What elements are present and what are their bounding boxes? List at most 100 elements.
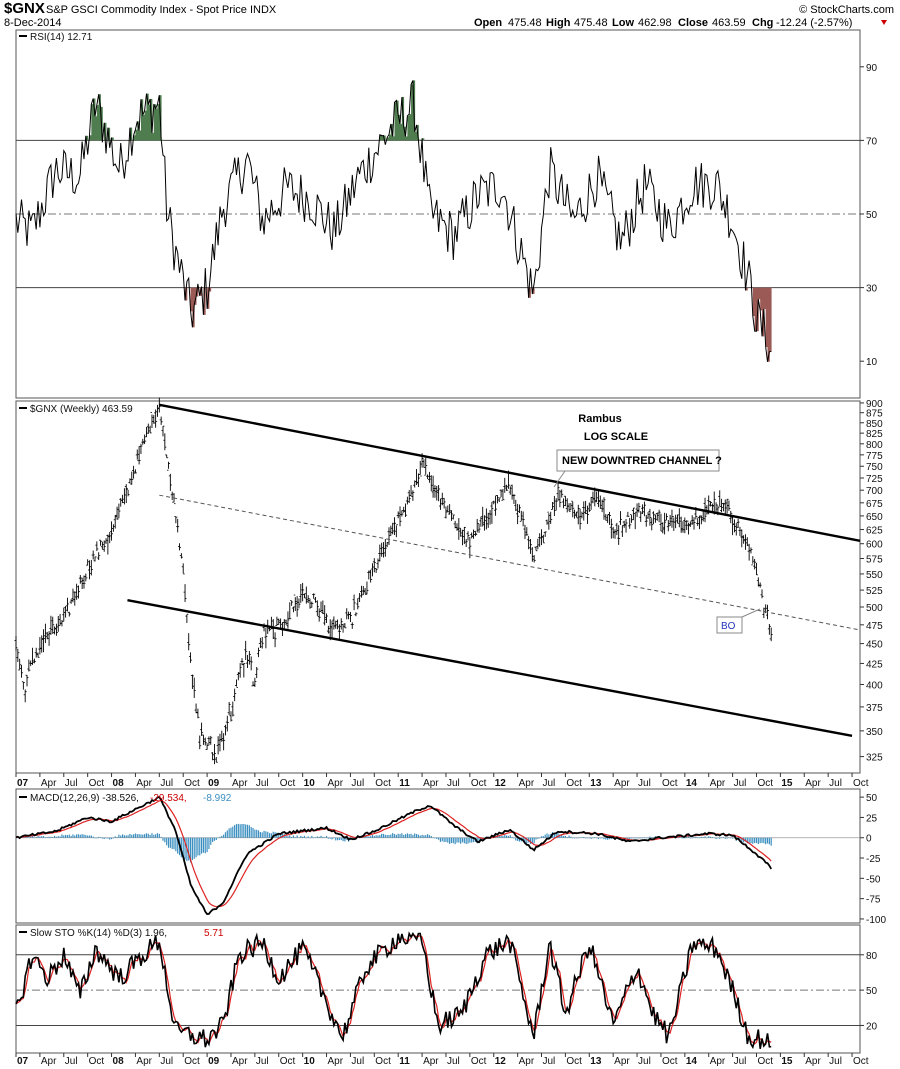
macd-hist-bar	[39, 836, 41, 838]
macd-hist-bar	[94, 837, 96, 839]
macd-hist-bar	[239, 824, 241, 838]
macd-hist-bar	[90, 835, 92, 838]
macd-hist-bar	[41, 836, 43, 838]
x-tick-label: Apr	[710, 778, 726, 789]
log-scale-note: LOG SCALE	[584, 431, 648, 443]
macd-hist-bar	[502, 836, 504, 838]
macd-hist-bar	[300, 835, 302, 838]
price-tick-label: 575	[866, 554, 883, 565]
macd-hist-bar	[562, 835, 565, 838]
macd-hist-bar	[79, 834, 81, 838]
x-tick-label: 12	[495, 1056, 507, 1067]
macd-hist-bar	[608, 837, 611, 840]
macd-hist-bar	[449, 837, 451, 844]
x-tick-label: Oct	[566, 1056, 582, 1067]
macd-hist-bar	[454, 837, 456, 845]
macd-hist-bar	[553, 832, 555, 838]
price-tick-label: 800	[866, 440, 883, 451]
macd-hist-bar	[529, 837, 532, 844]
macd-hist-bar	[515, 837, 517, 841]
macd-hist-bar	[634, 837, 636, 839]
x-tick-label: Jul	[447, 778, 460, 789]
macd-hist-bar	[46, 837, 48, 838]
macd-hist-bar	[180, 837, 182, 858]
macd-hist-bar	[109, 837, 111, 840]
x-tick-label: Oct	[280, 778, 296, 789]
macd-hist-bar	[37, 835, 39, 838]
x-tick-label: 15	[781, 778, 793, 789]
macd-hist-bar	[599, 837, 601, 839]
macd-hist-bar	[713, 837, 715, 839]
macd-hist-bar	[390, 834, 392, 838]
high-value: 475.48	[574, 17, 608, 29]
rsi-overbought-fill	[151, 132, 155, 141]
rsi-overbought-fill	[91, 104, 94, 141]
macd-hist-bar	[709, 836, 712, 838]
macd-hist-bar	[88, 835, 91, 838]
macd-hist-bar	[313, 837, 315, 839]
x-tick-label: Apr	[614, 1056, 630, 1067]
x-tick-label: Oct	[566, 778, 582, 789]
macd-hist-bar	[221, 835, 223, 838]
macd-hist-bar	[96, 837, 98, 839]
macd-hist-bar	[505, 835, 508, 838]
macd-hist-bar	[421, 834, 423, 838]
macd-hist-bar	[151, 833, 153, 838]
macd-hist-bar	[59, 836, 61, 838]
macd-hist-bar	[531, 837, 533, 844]
macd-hist-bar	[460, 837, 462, 844]
macd-hist-bar	[500, 835, 502, 838]
low-value: 462.98	[638, 17, 672, 29]
macd-hist-bar	[132, 834, 135, 838]
macd-hist-bar	[596, 837, 598, 839]
macd-hist-bar	[83, 834, 85, 838]
macd-hist-bar	[561, 834, 563, 838]
x-tick-label: Apr	[136, 1056, 152, 1067]
macd-hist-bar	[261, 832, 263, 838]
macd-hist-bar	[717, 837, 719, 839]
macd-hist-bar	[279, 834, 282, 838]
rsi-oversold-fill	[745, 287, 748, 291]
macd-hist-bar	[296, 835, 298, 838]
macd-hist-bar	[630, 837, 633, 839]
x-tick-label: Jul	[447, 1056, 460, 1067]
x-tick-label: 12	[495, 778, 507, 789]
macd-hist-bar	[177, 837, 179, 854]
macd-hist-bar	[548, 834, 550, 838]
down-arrow-icon	[881, 20, 887, 25]
macd-hist-bar	[504, 834, 506, 838]
rsi-overbought-fill	[392, 136, 395, 141]
macd-hist-bar	[149, 834, 151, 838]
sto-tick-label: 20	[866, 1021, 878, 1032]
macd-hist-bar	[366, 834, 368, 838]
macd-hist-bar	[294, 837, 296, 838]
macd-hist-bar	[603, 837, 605, 840]
macd-hist-bar	[645, 837, 647, 839]
macd-hist-bar	[256, 829, 258, 838]
macd-hist-bar	[728, 837, 730, 839]
macd-hist-bar	[627, 837, 629, 839]
x-tick-label: 09	[208, 778, 220, 789]
macd-hist-bar	[92, 836, 94, 838]
macd-hist-bar	[206, 837, 208, 853]
x-tick-label: 10	[304, 1056, 316, 1067]
rsi-overbought-fill	[95, 116, 98, 141]
price-label: $GNX (Weekly) 463.59	[30, 404, 133, 415]
macd-hist-bar	[643, 837, 646, 839]
price-tick-label: 350	[866, 727, 883, 738]
macd-hist-bar	[428, 835, 431, 838]
x-axis-labels-bottom: 07 Apr Jul Oct 08 Apr Jul Oct 09 Apr Jul Oct 10 Apr Ju…	[15, 1053, 869, 1067]
macd-hist-bar	[42, 836, 45, 838]
macd-hist-bar	[153, 834, 155, 838]
macd-hist-bar	[63, 835, 65, 838]
macd-hist-bar	[621, 837, 623, 840]
macd-hist-bar	[200, 837, 203, 854]
x-tick-label: Jul	[829, 778, 842, 789]
macd-hist-bar	[507, 835, 510, 838]
macd-hist-bar	[408, 834, 410, 838]
macd-hist-bar	[579, 837, 581, 839]
macd-hist-bar	[592, 837, 594, 839]
macd-hist-bar	[724, 837, 726, 839]
x-tick-label: 07	[17, 1056, 29, 1067]
